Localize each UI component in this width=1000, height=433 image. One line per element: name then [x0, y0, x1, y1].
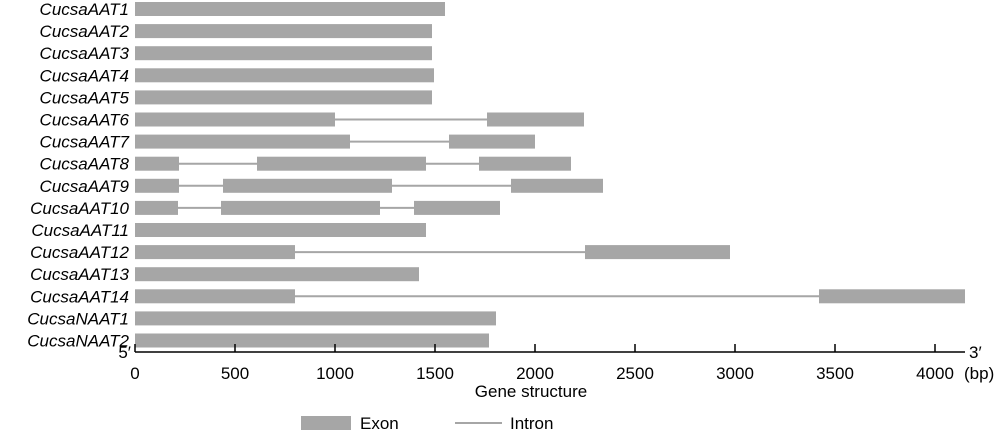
- exon-block: [819, 289, 965, 304]
- x-tick-label: 1000: [316, 364, 354, 383]
- legend-exon-swatch: [301, 416, 351, 430]
- exon-block: [135, 90, 432, 105]
- gene-label: CucsaNAAT2: [27, 332, 129, 351]
- three-prime-label: 3′: [969, 343, 982, 362]
- exon-block: [585, 245, 730, 260]
- gene-row: CucsaAAT3: [40, 44, 432, 63]
- x-tick-label: 3500: [816, 364, 854, 383]
- gene-row: CucsaAAT8: [40, 155, 571, 174]
- gene-row: CucsaAAT5: [40, 88, 432, 107]
- gene-row: CucsaAAT1: [40, 0, 445, 19]
- exon-block: [221, 200, 380, 215]
- exon-block: [414, 200, 500, 215]
- exon-block: [135, 289, 295, 304]
- gene-label: CucsaAAT1: [40, 0, 129, 19]
- exon-block: [135, 223, 426, 237]
- exon-block: [135, 311, 496, 326]
- gene-label: CucsaAAT13: [30, 265, 129, 284]
- x-tick-label: 500: [221, 364, 249, 383]
- gene-row: CucsaAAT13: [30, 265, 419, 284]
- five-prime-label: 5′: [118, 343, 131, 362]
- exon-block: [135, 200, 178, 215]
- x-axis-ticks: 0 500 1000 1500 2000 2500 3000 3500 4000: [130, 344, 954, 383]
- gene-row: CucsaAAT9: [40, 177, 603, 196]
- x-tick-label: 4000: [916, 364, 954, 383]
- exon-block: [135, 112, 335, 127]
- exon-block: [487, 112, 584, 127]
- x-axis-unit: (bp): [964, 364, 994, 383]
- gene-row: CucsaNAAT2: [27, 332, 489, 351]
- x-tick-label: 2000: [516, 364, 554, 383]
- gene-row: CucsaAAT7: [40, 133, 535, 152]
- gene-label: CucsaAAT12: [30, 243, 129, 262]
- gene-label: CucsaAAT7: [40, 133, 130, 152]
- gene-label: CucsaAAT14: [30, 287, 129, 306]
- gene-row: CucsaAAT12: [30, 243, 730, 262]
- exon-block: [479, 156, 571, 171]
- x-tick-label: 0: [130, 364, 139, 383]
- exon-block: [511, 178, 603, 193]
- genes-layer: CucsaAAT1 CucsaAAT2 CucsaAAT3 CucsaAAT4 Cucs…: [27, 0, 965, 351]
- exon-block: [135, 68, 434, 83]
- x-tick-label: 2500: [616, 364, 654, 383]
- exon-block: [135, 178, 179, 193]
- exon-block: [449, 134, 535, 149]
- gene-label: CucsaAAT11: [31, 221, 129, 240]
- gene-row: CucsaAAT14: [30, 287, 965, 306]
- x-axis-title: Gene structure: [475, 382, 587, 401]
- gene-row: CucsaAAT11: [31, 221, 426, 240]
- gene-label: CucsaAAT6: [40, 111, 130, 130]
- gene-label: CucsaAAT10: [30, 199, 129, 218]
- gene-label: CucsaAAT8: [40, 155, 130, 174]
- gene-label: CucsaAAT3: [40, 44, 130, 63]
- gene-label: CucsaAAT9: [40, 177, 130, 196]
- gene-row: CucsaNAAT1: [27, 309, 496, 328]
- gene-row: CucsaAAT2: [40, 22, 432, 41]
- exon-block: [257, 156, 426, 171]
- gene-label: CucsaNAAT1: [27, 309, 129, 328]
- exon-block: [135, 46, 432, 61]
- exon-block: [135, 134, 350, 149]
- exon-block: [135, 156, 179, 171]
- gene-row: CucsaAAT4: [40, 66, 434, 85]
- x-axis: 5′ 3′ 0 500 1000 1500 2000 2500 3000 3500 4000 (…: [118, 343, 994, 401]
- exon-block: [135, 333, 489, 348]
- legend: Exon Intron: [301, 414, 553, 433]
- gene-label: CucsaAAT2: [40, 22, 130, 41]
- gene-row: CucsaAAT6: [40, 111, 584, 130]
- x-tick-label: 3000: [716, 364, 754, 383]
- exon-block: [135, 245, 295, 260]
- gene-label: CucsaAAT5: [40, 88, 130, 107]
- gene-row: CucsaAAT10: [30, 199, 500, 218]
- exon-block: [135, 267, 419, 282]
- gene-label: CucsaAAT4: [40, 66, 129, 85]
- exon-block: [135, 24, 432, 39]
- x-tick-label: 1500: [416, 364, 454, 383]
- exon-block: [135, 2, 445, 16]
- exon-block: [223, 178, 392, 193]
- legend-exon-label: Exon: [360, 414, 399, 433]
- legend-intron-label: Intron: [510, 414, 553, 433]
